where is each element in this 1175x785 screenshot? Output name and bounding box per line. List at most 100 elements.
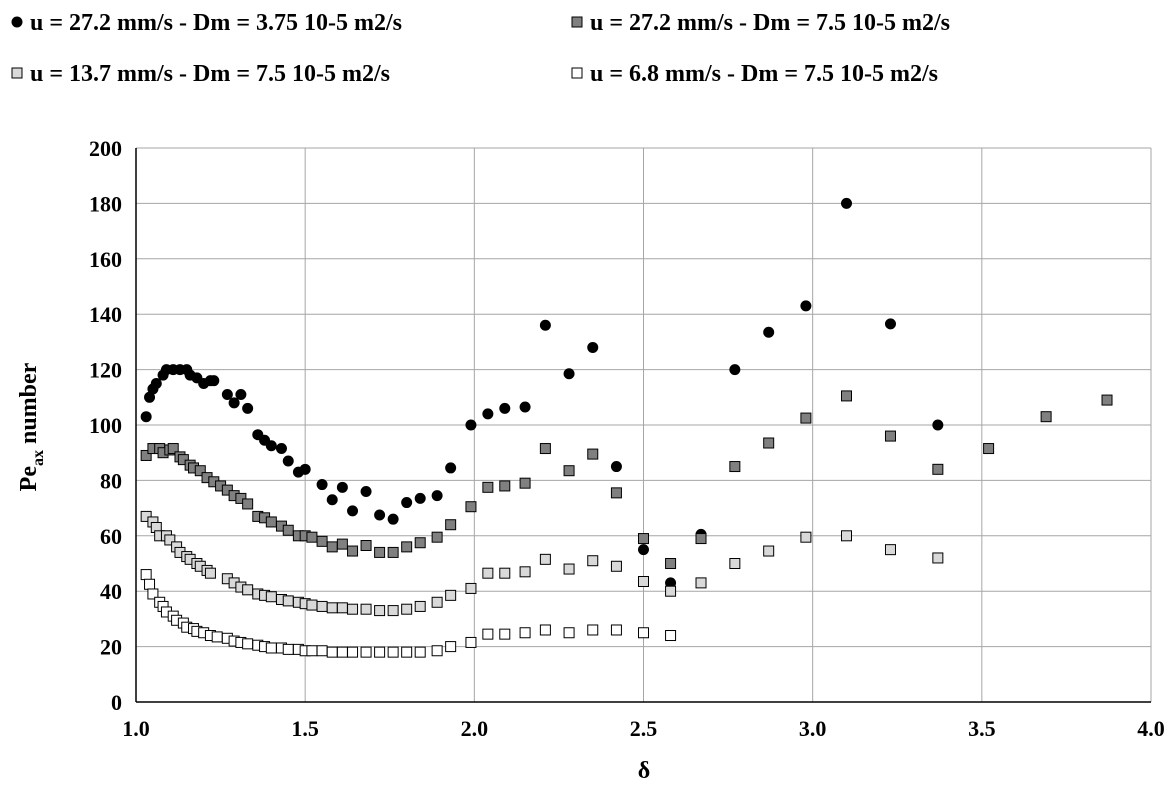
y-axis-label-subscript: ax [30,450,47,466]
x-tick-label: 2.0 [461,716,489,741]
data-point [763,326,775,338]
x-tick-label: 1.0 [122,716,150,741]
data-point [610,461,622,473]
data-point [374,546,386,558]
data-point [140,510,152,522]
data-point [445,589,457,601]
data-point [265,516,277,528]
data-point [841,390,852,402]
data-point [326,602,338,614]
y-tick-label: 160 [89,247,122,272]
legend-entry-1: u = 27.2 mm/s - Dm = 3.75 10-5 m2/s [11,10,402,36]
data-point [499,402,511,414]
y-axis-label-main: Pe [16,466,42,492]
y-tick-label: 120 [89,358,122,383]
data-point [729,558,741,569]
data-point [326,494,338,506]
data-point [800,531,812,543]
data-point [763,545,775,557]
data-point [482,408,494,420]
grid [135,147,1152,703]
data-point [221,389,233,401]
legend-entry-3: u = 13.7 mm/s - Dm = 7.5 10-5 m2/s [11,61,390,87]
data-point [884,544,896,556]
data-point [242,584,254,596]
data-point [414,537,426,549]
x-tick-label: 3.5 [968,716,996,741]
data-point [519,627,531,639]
data-point [563,627,575,639]
data-point [519,401,531,413]
y-tick-label: 180 [89,191,122,216]
data-point [150,377,162,389]
data-point [884,430,896,442]
data-point [587,555,599,567]
data-point [800,412,812,424]
data-point [306,531,318,543]
data-point [282,455,294,467]
data-point [431,531,443,543]
data-point [326,646,338,658]
data-point [638,627,649,639]
data-point [1040,411,1052,423]
data-point [587,341,599,353]
data-point [282,643,294,655]
data-point [275,443,287,455]
legend: u = 27.2 mm/s - Dm = 3.75 10-5 m2/s u = 2… [11,10,950,87]
legend-label: u = 27.2 mm/s - Dm = 7.5 10-5 m2/s [590,10,950,36]
y-tick-label: 60 [100,524,122,549]
data-point [336,646,348,658]
data-point [563,465,575,477]
legend-label: u = 13.7 mm/s - Dm = 7.5 10-5 m2/s [30,61,390,87]
data-point [539,443,551,455]
data-point [729,364,741,376]
data-point [1101,394,1113,406]
tick-labels: 0 20 40 60 80 100 120 140 160 180 200 1.0 1.5 2.0 2.5 3… [89,136,1165,741]
data-point [347,505,359,517]
data-point [374,605,386,617]
data-point [539,319,551,331]
data-point [465,636,477,648]
data-point [401,541,413,553]
data-point [140,411,152,423]
legend-marker [11,16,23,28]
y-axis-label: Peax number [16,362,47,491]
data-point [841,530,852,542]
y-tick-label: 80 [100,468,122,493]
data-point [841,197,852,209]
data-point [539,624,551,636]
data-point [482,481,494,493]
data-point [374,646,386,658]
legend-marker [571,16,583,28]
x-axis-label: δ [638,758,650,784]
data-point [401,646,413,658]
data-point [204,567,216,579]
data-point [265,591,277,603]
data-point [316,535,328,547]
data-point [221,484,233,496]
data-point [414,600,426,612]
legend-entry-2: u = 27.2 mm/s - Dm = 7.5 10-5 m2/s [571,10,950,36]
data-point [414,492,426,504]
data-point [360,603,372,615]
data-point [539,553,551,565]
series-2 [140,390,1113,569]
data-point [499,628,511,640]
data-point [465,582,477,594]
data-point [194,465,206,477]
data-point [374,509,386,521]
legend-label: u = 27.2 mm/s - Dm = 3.75 10-5 m2/s [30,10,402,36]
y-tick-label: 0 [111,690,122,715]
data-point [431,490,443,502]
data-point [563,368,575,380]
data-point [336,602,348,614]
y-tick-label: 140 [89,302,122,327]
data-point [431,596,443,608]
data-point [242,498,254,510]
data-point [610,560,622,572]
data-point [665,585,677,597]
x-tick-label: 1.5 [291,716,319,741]
data-point [336,538,348,550]
data-point [208,375,220,387]
data-point [519,566,531,578]
